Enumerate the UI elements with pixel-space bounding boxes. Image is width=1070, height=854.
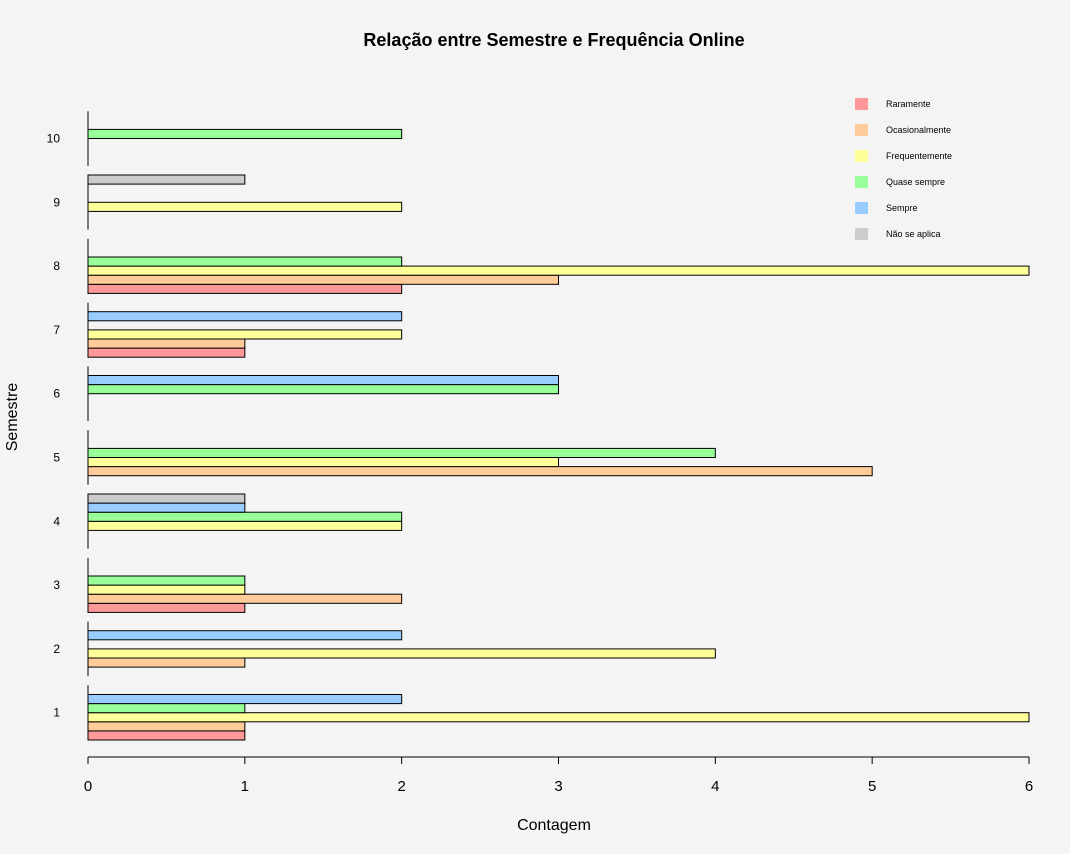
legend-swatch <box>855 150 868 162</box>
legend-label: Não se aplica <box>886 229 941 239</box>
y-tick-label: 6 <box>53 387 60 401</box>
bar <box>87 575 246 586</box>
y-tick-label: 4 <box>53 514 60 528</box>
bar <box>87 502 246 513</box>
legend-swatch <box>855 228 868 240</box>
bar <box>87 329 403 340</box>
y-tick-label: 5 <box>53 451 60 465</box>
bar <box>87 721 246 732</box>
legend: Raramente Ocasionalmente Frequentemente Qua… <box>855 98 952 240</box>
bar <box>87 602 246 613</box>
bar <box>87 694 403 705</box>
bar <box>87 256 403 267</box>
bar <box>87 511 403 522</box>
x-tick-label: 0 <box>84 778 92 795</box>
bar <box>87 311 403 322</box>
x-tick-label: 3 <box>554 778 562 795</box>
bar <box>87 384 559 395</box>
bar <box>87 338 246 349</box>
chart-title: Relação entre Semestre e Frequência Onli… <box>363 30 744 50</box>
y-tick-label: 8 <box>53 259 60 273</box>
x-tick-label: 5 <box>868 778 876 795</box>
bar <box>87 375 559 386</box>
x-tick-label: 6 <box>1025 778 1033 795</box>
y-tick-label: 10 <box>47 132 61 146</box>
bar <box>87 274 559 285</box>
x-tick-label: 4 <box>711 778 719 795</box>
y-axis-label: Semestre <box>4 383 21 452</box>
bar <box>87 201 403 212</box>
bar <box>87 593 403 604</box>
legend-swatch <box>855 202 868 214</box>
bar <box>87 630 403 641</box>
bar <box>87 703 246 714</box>
bar <box>87 712 1030 723</box>
y-tick-label: 9 <box>53 195 60 209</box>
legend-swatch <box>855 124 868 136</box>
legend-label: Quase sempre <box>886 177 945 187</box>
bars-group <box>87 128 1030 741</box>
bar <box>87 265 1030 276</box>
bar <box>87 447 716 458</box>
x-axis-label: Contagem <box>517 817 591 834</box>
legend-swatch <box>855 98 868 110</box>
bar <box>87 283 403 294</box>
bar <box>87 347 246 358</box>
legend-label: Sempre <box>886 203 918 213</box>
x-tick-label: 2 <box>397 778 405 795</box>
bar <box>87 174 246 185</box>
legend-label: Ocasionalmente <box>886 125 951 135</box>
bar <box>87 493 246 504</box>
y-tick-label: 7 <box>53 323 60 337</box>
bar <box>87 466 873 477</box>
y-tick-label: 1 <box>53 706 60 720</box>
y-tick-label: 3 <box>53 578 60 592</box>
bar <box>87 648 716 659</box>
bar <box>87 520 403 531</box>
x-axis: 0 1 2 3 4 5 6 <box>84 756 1033 795</box>
legend-swatch <box>855 176 868 188</box>
bar <box>87 657 246 668</box>
x-tick-label: 1 <box>241 778 249 795</box>
legend-label: Raramente <box>886 99 931 109</box>
bar <box>87 730 246 741</box>
bar <box>87 128 403 139</box>
legend-label: Frequentemente <box>886 151 952 161</box>
bar <box>87 457 559 468</box>
bar <box>87 584 246 595</box>
y-tick-label: 2 <box>53 642 60 656</box>
y-axis: 1 2 3 4 5 6 7 8 9 10 <box>47 111 89 740</box>
